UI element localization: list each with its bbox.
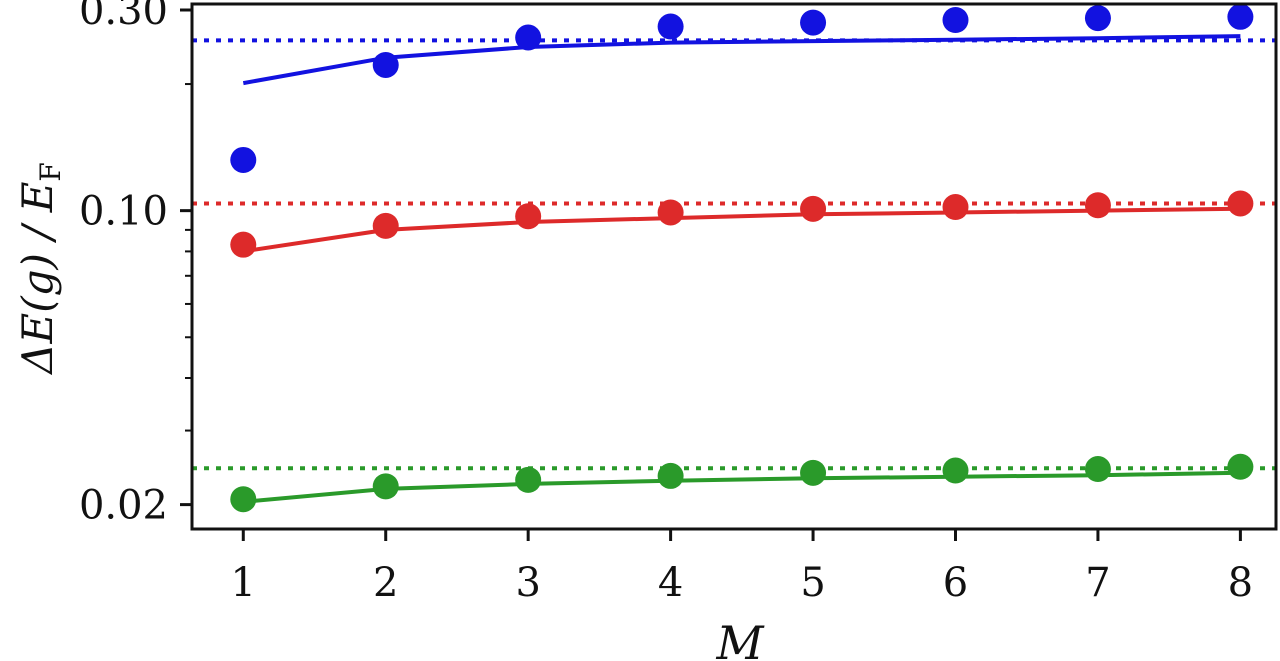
point-2-7 — [1227, 453, 1254, 480]
x-axis: 1 2 3 4 5 6 7 8 — [231, 529, 1253, 606]
point-2-0 — [230, 486, 257, 513]
point-1-4 — [800, 195, 827, 222]
point-1-2 — [515, 203, 542, 230]
point-0-0 — [230, 146, 257, 173]
plot-frame — [190, 2, 1278, 531]
x-axis-title: M — [715, 616, 765, 661]
y-tick-label-2: 0.30 — [79, 0, 168, 34]
point-2-3 — [657, 462, 684, 489]
y-axis: 0.02 0.10 0.30 — [79, 0, 192, 529]
y-tick-label-1: 0.10 — [79, 189, 168, 235]
y-axis-title-main: ΔE(g) / E — [13, 182, 62, 376]
x-tick-label-6: 7 — [1085, 560, 1110, 606]
point-2-4 — [800, 459, 827, 486]
point-0-1 — [372, 51, 399, 78]
point-0-6 — [1084, 5, 1111, 32]
fit-line-2 — [243, 470, 1241, 504]
fit-line-0 — [242, 34, 1241, 86]
series-layer — [230, 3, 1254, 513]
x-tick-label-7: 8 — [1228, 560, 1253, 606]
x-tick-label-1: 2 — [373, 560, 398, 606]
point-2-6 — [1084, 456, 1111, 483]
point-1-1 — [372, 212, 399, 239]
point-1-0 — [230, 231, 257, 258]
x-tick-label-5: 6 — [943, 560, 968, 606]
point-1-5 — [942, 194, 969, 221]
point-0-7 — [1227, 3, 1254, 30]
point-0-5 — [942, 6, 969, 33]
x-tick-label-0: 1 — [231, 560, 256, 606]
y-axis-title-subscript: F — [34, 162, 67, 181]
point-2-1 — [372, 473, 399, 500]
x-tick-label-4: 5 — [800, 560, 825, 606]
point-1-3 — [657, 199, 684, 226]
x-tick-label-3: 4 — [658, 560, 683, 606]
point-0-2 — [515, 24, 542, 51]
point-2-5 — [942, 457, 969, 484]
point-2-2 — [515, 466, 542, 493]
plot-area — [190, 2, 1278, 531]
y-tick-label-0: 0.02 — [79, 483, 168, 529]
limit-lines — [192, 38, 1276, 471]
y-axis-title: ΔE(g) / EF — [13, 162, 67, 376]
point-1-6 — [1084, 192, 1111, 219]
point-1-7 — [1227, 190, 1254, 217]
x-tick-label-2: 3 — [515, 560, 540, 606]
fit-line-1 — [243, 206, 1241, 254]
point-0-3 — [657, 13, 684, 40]
point-0-4 — [800, 9, 827, 36]
